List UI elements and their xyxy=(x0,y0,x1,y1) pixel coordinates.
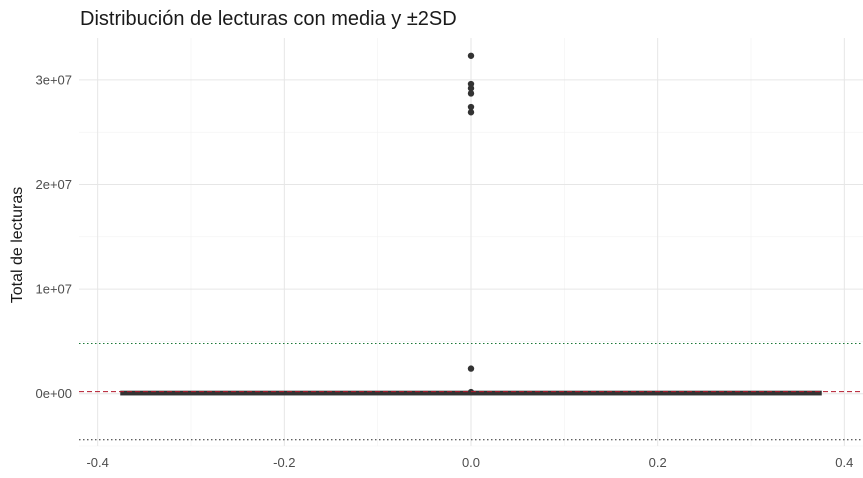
outlier-point xyxy=(467,103,475,111)
y-tick-label: 3e+07 xyxy=(35,72,72,87)
y-tick-label: 1e+07 xyxy=(35,282,72,297)
outlier-point xyxy=(467,52,475,59)
y-tick-label: 2e+07 xyxy=(35,177,72,192)
x-tick-label: -0.4 xyxy=(86,455,108,470)
x-tick-label: 0.4 xyxy=(835,455,853,470)
outlier-point xyxy=(467,109,475,116)
y-tick-label: 0e+00 xyxy=(35,386,72,401)
x-tick-label: 0.2 xyxy=(649,455,667,470)
outlier-point xyxy=(467,388,475,396)
outlier-point xyxy=(467,85,475,92)
outlier-point xyxy=(467,365,475,372)
outlier-point xyxy=(467,90,475,97)
chart-title: Distribución de lecturas con media y ±2S… xyxy=(80,8,457,30)
x-tick-label: 0.0 xyxy=(462,455,480,470)
x-tick-label: -0.2 xyxy=(273,455,295,470)
